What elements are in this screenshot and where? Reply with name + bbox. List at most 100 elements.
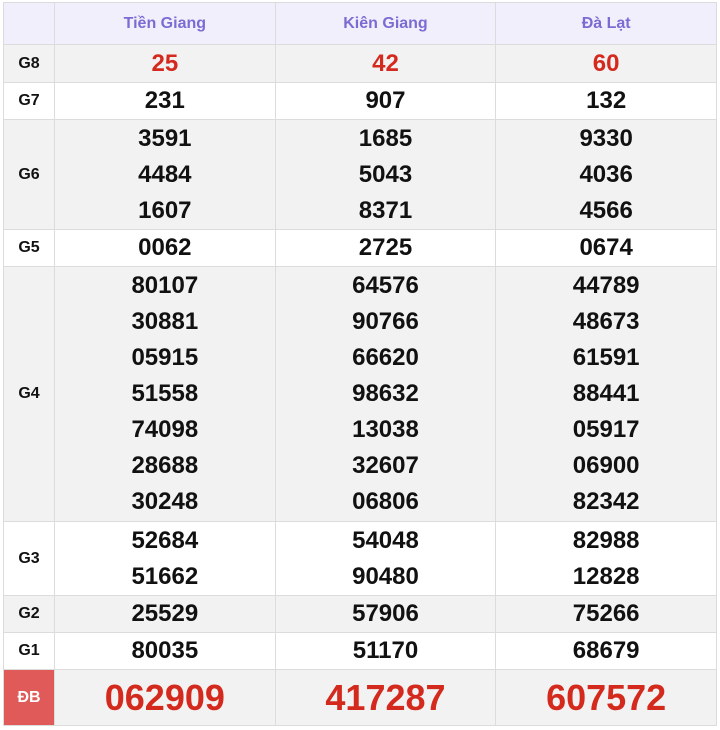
lottery-results-table: Tiền Giang Kiên Giang Đà Lạt G8 25 42 60 G7 2… (3, 2, 717, 726)
prize-number: 88441 (572, 380, 640, 407)
prize-number: 48673 (572, 308, 640, 335)
prize-number: 5043 (358, 160, 413, 188)
prize-cell: 1685 5043 8371 (274, 119, 497, 230)
prize-number: 98632 (352, 380, 419, 407)
prize-number: 4036 (579, 160, 633, 188)
prize-label: ĐB (3, 669, 55, 726)
prize-number: 9330 (579, 124, 633, 152)
prize-cell: 51170 (274, 632, 497, 670)
prize-number: 51662 (131, 562, 199, 590)
prize-number: 68679 (572, 637, 640, 664)
prize-number: 80035 (131, 637, 199, 664)
prize-label: G5 (3, 229, 55, 267)
prize-cell: 2725 (274, 229, 497, 267)
prize-cell: 44789 48673 61591 88441 05917 06900 82342 (495, 266, 717, 522)
province-header[interactable]: Tiền Giang (54, 2, 276, 45)
prize-number: 51170 (352, 637, 419, 664)
prize-label: G1 (3, 632, 55, 670)
prize-number: 25529 (131, 600, 199, 627)
prize-number: 32607 (352, 452, 419, 479)
prize-label: G7 (3, 82, 55, 120)
corner-cell (3, 2, 55, 45)
prize-number: 1685 (358, 124, 413, 152)
prize-row-g4: G4 80107 30881 05915 51558 74098 28688 30248 645… (3, 266, 717, 522)
prize-cell: 3591 4484 1607 (54, 119, 276, 230)
prize-cell: 417287 (274, 669, 497, 726)
prize-number: 64576 (352, 272, 419, 299)
prize-row-g5: G5 0062 2725 0674 (3, 229, 717, 267)
prize-number: 05917 (572, 416, 640, 443)
prize-number: 52684 (131, 526, 199, 554)
prize-number: 8371 (358, 196, 413, 224)
prize-number: 06900 (572, 452, 640, 479)
prize-number: 06806 (352, 488, 419, 515)
prize-cell: 80107 30881 05915 51558 74098 28688 30248 (54, 266, 276, 522)
prize-cell: 0674 (495, 229, 717, 267)
prize-number: 30248 (131, 488, 199, 515)
prize-label: G2 (3, 595, 55, 633)
prize-number: 60 (592, 49, 620, 77)
prize-number: 80107 (131, 272, 199, 299)
prize-number: 57906 (352, 600, 419, 627)
province-header[interactable]: Kiên Giang (274, 2, 497, 45)
prize-cell: 82988 12828 (495, 521, 717, 596)
prize-number: 44789 (572, 272, 640, 299)
prize-cell: 64576 90766 66620 98632 13038 32607 06806 (274, 266, 497, 522)
prize-cell: 0062 (54, 229, 276, 267)
prize-number: 13038 (352, 416, 419, 443)
prize-number: 417287 (325, 676, 446, 718)
prize-number: 05915 (131, 344, 199, 371)
prize-cell: 25 (54, 44, 276, 83)
prize-cell: 75266 (495, 595, 717, 633)
prize-number: 0062 (138, 234, 192, 261)
prize-number: 4484 (138, 160, 192, 188)
prize-cell: 52684 51662 (54, 521, 276, 596)
prize-number: 1607 (138, 196, 192, 224)
prize-number: 607572 (546, 676, 667, 718)
prize-number: 25 (151, 49, 179, 77)
prize-number: 132 (586, 87, 627, 114)
prize-cell: 132 (495, 82, 717, 120)
prize-label: G4 (3, 266, 55, 522)
prize-cell: 907 (274, 82, 497, 120)
prize-number: 54048 (352, 526, 419, 554)
prize-cell: 54048 90480 (274, 521, 497, 596)
prize-number: 28688 (131, 452, 199, 479)
prize-cell: 68679 (495, 632, 717, 670)
prize-cell: 60 (495, 44, 717, 83)
prize-number: 51558 (131, 380, 199, 407)
prize-cell: 607572 (495, 669, 717, 726)
prize-cell: 42 (274, 44, 497, 83)
prize-number: 30881 (131, 308, 199, 335)
prize-number: 74098 (131, 416, 199, 443)
prize-number: 66620 (352, 344, 419, 371)
prize-row-db: ĐB 062909 417287 607572 (3, 669, 717, 726)
prize-number: 0674 (579, 234, 633, 261)
prize-row-g7: G7 231 907 132 (3, 82, 717, 120)
prize-cell: 231 (54, 82, 276, 120)
prize-row-g3: G3 52684 51662 54048 90480 82988 12828 (3, 521, 717, 596)
prize-label: G8 (3, 44, 55, 83)
prize-number: 12828 (572, 562, 640, 590)
province-header[interactable]: Đà Lạt (495, 2, 717, 45)
prize-number: 82342 (572, 488, 640, 515)
prize-number: 61591 (572, 344, 640, 371)
prize-cell: 80035 (54, 632, 276, 670)
prize-number: 062909 (104, 676, 225, 718)
prize-cell: 25529 (54, 595, 276, 633)
prize-row-g6: G6 3591 4484 1607 1685 5043 8371 9330 4036 4566 (3, 119, 717, 230)
prize-number: 907 (365, 87, 406, 114)
prize-row-g8: G8 25 42 60 (3, 44, 717, 83)
prize-row-g2: G2 25529 57906 75266 (3, 595, 717, 633)
prize-number: 82988 (572, 526, 640, 554)
prize-row-g1: G1 80035 51170 68679 (3, 632, 717, 670)
prize-number: 3591 (138, 124, 192, 152)
prize-cell: 062909 (54, 669, 276, 726)
prize-cell: 57906 (274, 595, 497, 633)
prize-number: 42 (372, 49, 399, 77)
prize-label: G3 (3, 521, 55, 596)
prize-number: 231 (144, 87, 185, 114)
prize-number: 90480 (352, 562, 419, 590)
prize-number: 90766 (352, 308, 419, 335)
prize-number: 75266 (572, 600, 640, 627)
